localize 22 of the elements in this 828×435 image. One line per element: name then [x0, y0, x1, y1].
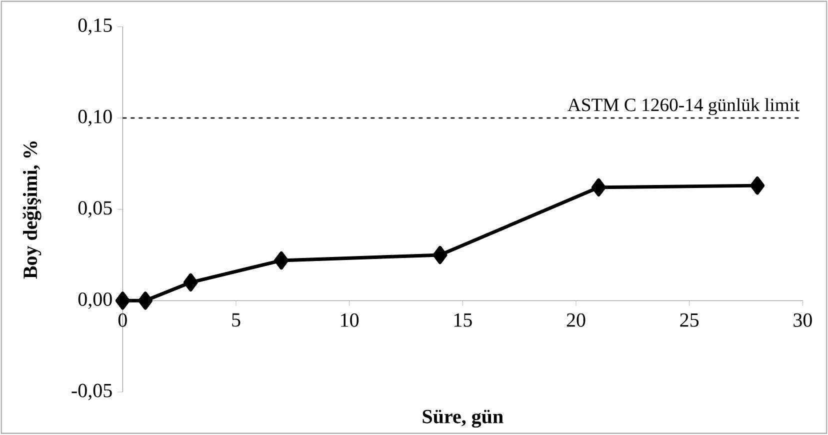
x-axis-title: Süre, gün: [422, 410, 504, 428]
ref-line-label: ASTM C 1260-14 günlük limit: [568, 98, 800, 116]
y-axis-title: Boy değişimi, %: [22, 142, 42, 279]
x-tick-label: 30: [794, 314, 812, 328]
point: [432, 246, 448, 264]
point: [115, 292, 130, 310]
point: [274, 252, 289, 270]
point: [591, 178, 606, 197]
x-tick-label: 25: [680, 314, 699, 327]
y-tick-label: 0,15: [78, 18, 112, 36]
y-tick-label: 0,00: [78, 292, 112, 310]
x-tick-label: 20: [566, 314, 586, 328]
y-tick-label: 0,05: [78, 201, 112, 218]
point: [138, 292, 153, 310]
x-tick-label: 15: [454, 314, 472, 327]
point: [750, 176, 765, 195]
y-tick-label: 0,10: [78, 110, 112, 126]
x-tick-label: 0: [118, 314, 127, 328]
point: [183, 273, 198, 292]
y-tick-label: -0,05: [72, 384, 112, 400]
x-tick-label: 5: [232, 314, 240, 327]
x-tick-label: 10: [341, 314, 359, 328]
